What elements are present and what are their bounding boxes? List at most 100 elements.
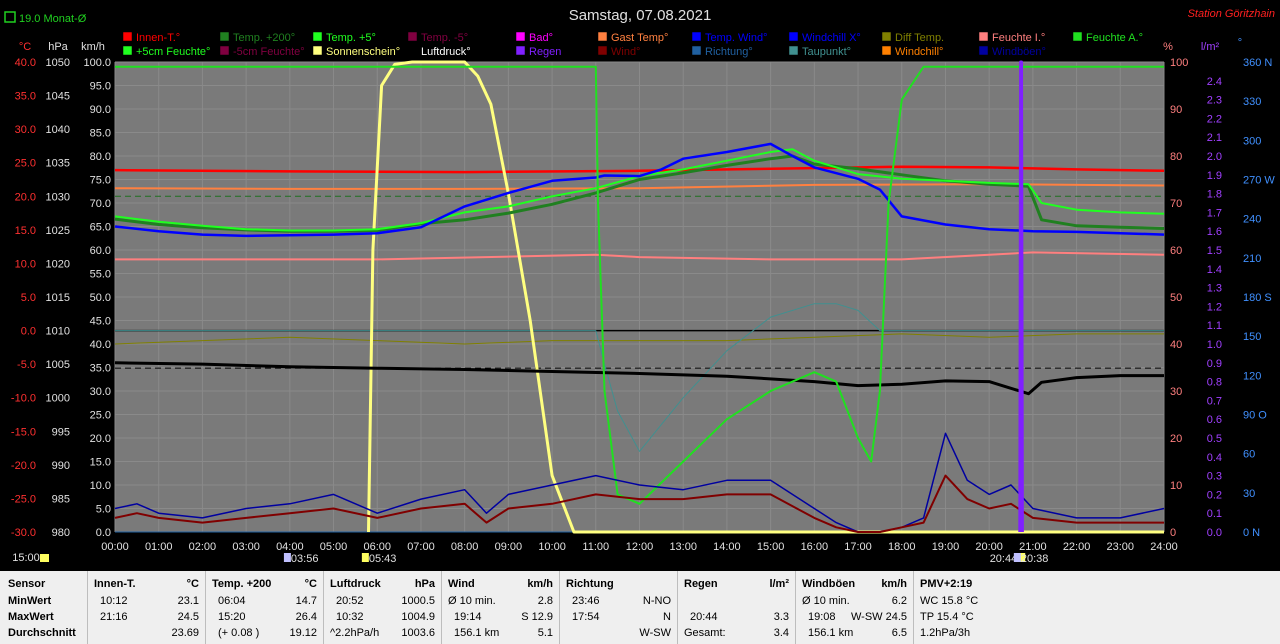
legend-label: Luftdruck° (421, 46, 471, 58)
temp-tick-label: 20.0 (15, 191, 36, 203)
stats-pmv-column: PMV+2:19 WC 15.8 °C TP 15.4 °C 1.2hPa/3h (914, 571, 1280, 644)
sunrise-marker-icon (361, 553, 369, 562)
rain-tick-label: 0.5 (1207, 433, 1222, 445)
legend-label: Regen (529, 46, 561, 58)
wind-row2-label: 19:14 (454, 611, 482, 623)
temp-tick-label: 10.0 (15, 258, 36, 270)
legend-item: Diff Temp. (881, 31, 944, 44)
pressure-axis-label: hPa (48, 41, 68, 53)
sunset-marker-icon (1018, 553, 1026, 562)
axis-labels: °C hPa km/h% l/m² ° 40.0 35.0 30.0 25.0 20.0 15.0 1… (11, 37, 1275, 565)
series-taupunkt (115, 303, 1164, 452)
monthly-average-icon (4, 11, 16, 23)
legend-swatch (691, 31, 702, 42)
richtung-row2-value: N (663, 611, 671, 623)
legend-label: Sonnenschein° (326, 46, 400, 58)
richtung-row1-label: 23:46 (572, 595, 600, 607)
pressure-tick-label: 980 (52, 527, 70, 539)
rain-tick-label: 0.7 (1207, 395, 1222, 407)
series-feuchte-a- (115, 65, 1164, 505)
richtung-header: Richtung (566, 578, 614, 590)
wind-tick-label: 85.0 (90, 128, 111, 140)
direction-axis-label: ° (1238, 37, 1242, 49)
direction-tick-label: 60 (1243, 449, 1255, 461)
time-tick-label: 06:00 (363, 541, 391, 553)
innen-max-value: 24.5 (177, 611, 199, 623)
legend-swatch (407, 31, 418, 42)
wind-tick-label: 95.0 (90, 81, 111, 93)
temp-tick-label: 35.0 (15, 91, 36, 103)
rain-tick-label: 1.5 (1207, 245, 1222, 257)
boeen-row2-value: W-SW 24.5 (850, 611, 907, 623)
temp-max-time: 15:20 (218, 611, 246, 623)
rain-tick-label: 2.0 (1207, 151, 1222, 163)
wind-row1-label: Ø 10 min. (448, 595, 496, 607)
boeen-row2-label: 19:08 (808, 611, 836, 623)
legend-swatch (515, 31, 526, 42)
time-tick-label: 11:00 (582, 541, 609, 553)
time-tick-label: 10:00 (538, 541, 566, 553)
pressure-tick-label: 1035 (46, 158, 70, 170)
humidity-tick-label: 10 (1170, 480, 1182, 492)
rain-tick-label: 1.9 (1207, 170, 1222, 182)
monthly-average: 19.0 Monat-Ø (19, 13, 87, 25)
pressure-tick-label: 1020 (46, 258, 70, 270)
time-tick-label: 04:00 (276, 541, 304, 553)
druck-min-value: 1000.5 (401, 595, 435, 607)
series-windb-en (114, 432, 1165, 533)
station-name: Station Göritzhain (1188, 8, 1275, 20)
legend-label: Wind° (611, 46, 640, 58)
rain-tick-label: 1.0 (1207, 339, 1222, 351)
wind-tick-label: 20.0 (90, 433, 111, 445)
legend-swatch (407, 45, 418, 56)
pmv-row2: TP 15.4 °C (920, 611, 974, 623)
boeen-unit: km/h (881, 578, 907, 590)
humidity-tick-label: 70 (1170, 198, 1182, 210)
wind-tick-label: 45.0 (90, 316, 111, 328)
legend-swatch (219, 31, 230, 42)
legend-item: Temp. +5° (312, 31, 376, 44)
humidity-tick-label: 40 (1170, 339, 1182, 351)
humidity-tick-label: 90 (1170, 104, 1182, 116)
direction-tick-label: 180 S (1243, 292, 1272, 304)
row-label-min: MinWert (8, 595, 52, 607)
pressure-tick-label: 1040 (46, 124, 70, 136)
direction-tick-label: 90 O (1243, 410, 1267, 422)
druck-avg-value: 1003.6 (401, 627, 435, 639)
legend-swatch (515, 45, 526, 56)
pmv-row1: WC 15.8 °C (920, 595, 979, 607)
richtung-row3-value: W-SW (639, 627, 671, 639)
direction-tick-label: 240 (1243, 214, 1261, 226)
innen-min-time: 10:12 (100, 595, 128, 607)
sunset-marker: 20:44 (990, 553, 1018, 565)
rain-tick-label: 1.1 (1207, 320, 1222, 332)
boeen-row1-value: 6.2 (891, 595, 907, 607)
druck-min-time: 20:52 (336, 595, 364, 607)
sunrise-time-left: 15:00 (12, 552, 40, 564)
legend-label: Bad° (529, 32, 553, 44)
humidity-tick-label: 20 (1170, 433, 1182, 445)
series-wind (114, 474, 1164, 533)
wind-tick-label: 40.0 (90, 339, 111, 351)
wind-tick-label: 100.0 (83, 57, 111, 69)
legend-item: Windböen° (978, 45, 1046, 58)
wind-row3-label: 156.1 km (454, 627, 500, 639)
wind-tick-label: 80.0 (90, 151, 111, 163)
legend-label: Gast Temp° (611, 32, 668, 44)
legend-label: Innen-T.° (136, 32, 180, 44)
legend-swatch (312, 31, 323, 42)
wind-tick-label: 15.0 (90, 457, 111, 469)
pressure-tick-label: 1030 (46, 191, 70, 203)
pmv-header: PMV+2:19 (920, 578, 973, 590)
humidity-axis-label: % (1163, 41, 1173, 53)
rain-tick-label: 0.1 (1207, 508, 1222, 520)
wind-tick-label: 65.0 (90, 222, 111, 234)
pressure-tick-label: 990 (52, 460, 70, 472)
direction-tick-label: 150 (1243, 331, 1261, 343)
wind-tick-label: 10.0 (90, 480, 111, 492)
pmv-row3: 1.2hPa/3h (920, 627, 971, 639)
direction-tick-label: 0 N (1243, 527, 1260, 539)
legend-item: Taupunkt° (788, 45, 851, 58)
pressure-tick-label: 1050 (46, 57, 70, 69)
